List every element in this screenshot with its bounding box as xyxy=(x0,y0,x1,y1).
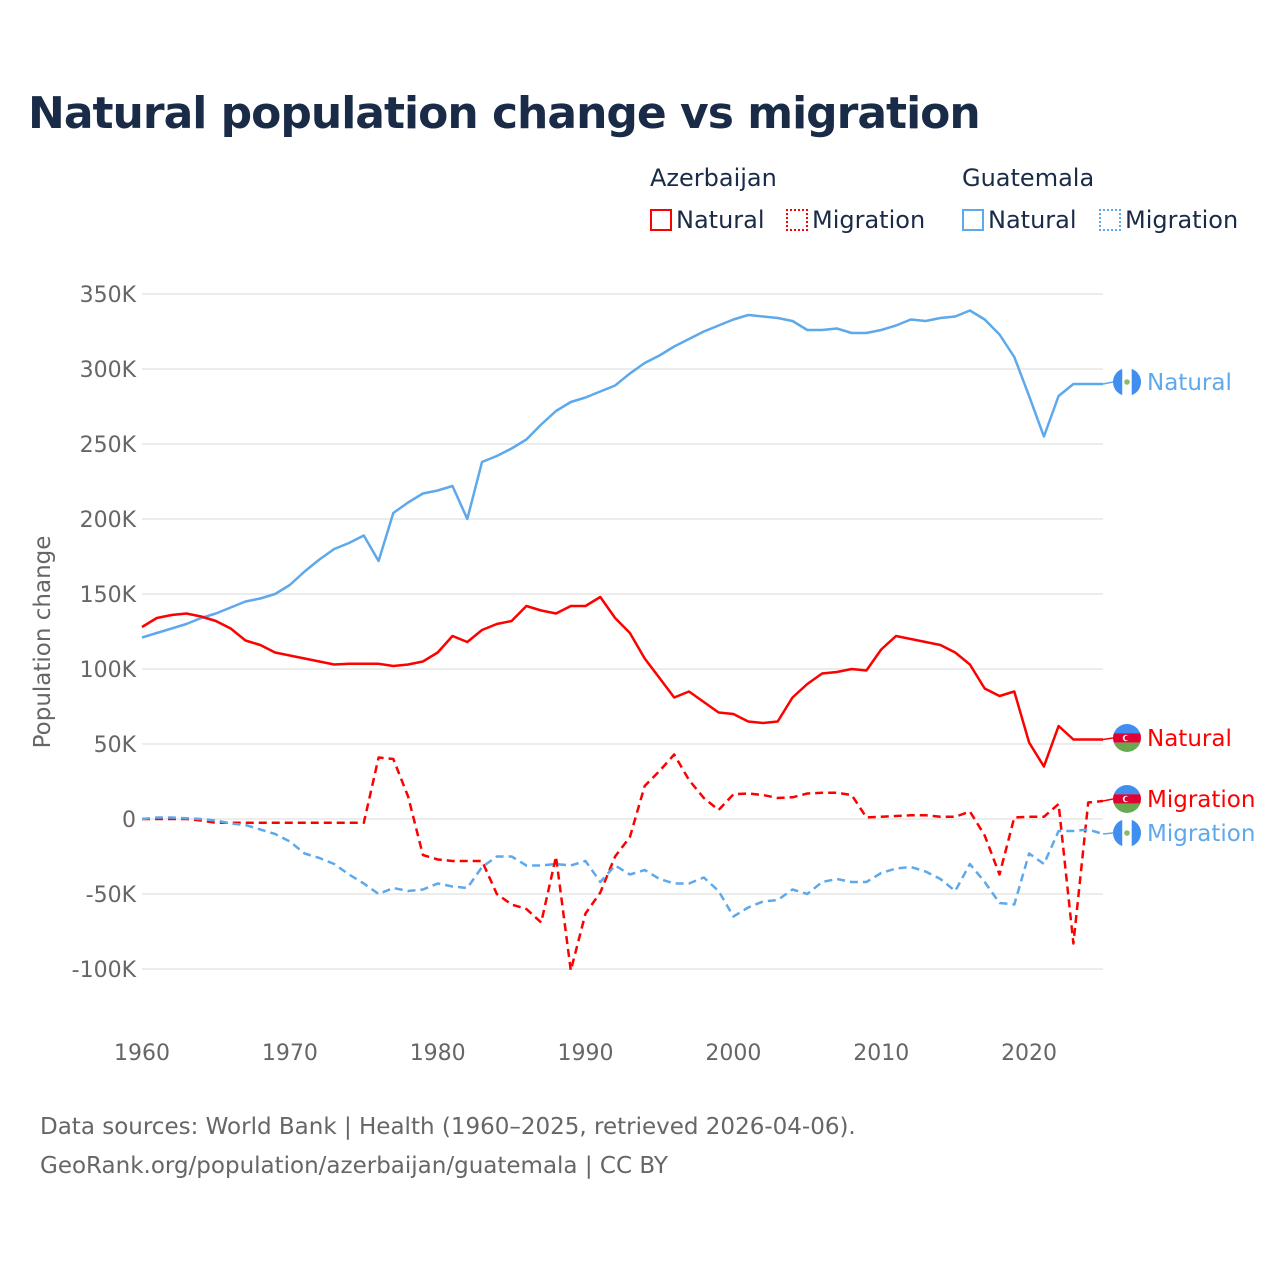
azerbaijan-flag-icon xyxy=(1113,724,1141,752)
y-tick-label: 150K xyxy=(80,583,137,608)
legend-swatch-dotted xyxy=(1099,209,1121,231)
guatemala-flag-icon xyxy=(1113,819,1141,847)
footer: Data sources: World Bank | Health (1960–… xyxy=(40,1108,856,1186)
y-tick-label: 200K xyxy=(80,508,137,533)
end-connector xyxy=(1102,798,1114,802)
legend-swatch-solid xyxy=(962,209,984,231)
source-link[interactable]: GeoRank.org/population/azerbaijan/guatem… xyxy=(40,1153,668,1179)
x-tick-label: 2010 xyxy=(853,1041,909,1066)
end-label: Migration xyxy=(1147,787,1255,813)
y-tick-label: -100K xyxy=(72,958,137,983)
x-tick-label: 1970 xyxy=(262,1041,318,1066)
y-tick-label: 300K xyxy=(80,358,137,383)
end-connector xyxy=(1102,832,1114,835)
azerbaijan-flag-icon xyxy=(1113,785,1141,813)
y-axis-label: Population change xyxy=(30,536,56,749)
legend-group-azerbaijan: Azerbaijan xyxy=(650,164,777,192)
end-label: Migration xyxy=(1147,821,1255,847)
series-line-azerbaijan-migration xyxy=(142,753,1104,972)
y-tick-label: 250K xyxy=(80,433,137,458)
y-tick-label: 0 xyxy=(122,808,136,833)
legend-label: Migration xyxy=(812,206,926,234)
series-line-azerbaijan-natural xyxy=(141,595,1103,768)
x-tick-label: 2020 xyxy=(1001,1041,1057,1066)
legend-label: Natural xyxy=(676,206,765,234)
y-tick-label: -50K xyxy=(86,883,137,908)
chart-title: Natural population change vs migration xyxy=(28,88,981,139)
legend-item-guatemala-migration[interactable]: Migration xyxy=(1099,206,1238,234)
end-connector xyxy=(1102,737,1114,741)
legend-group-guatemala: Guatemala xyxy=(962,164,1095,192)
legend-item-guatemala-natural[interactable]: Natural xyxy=(962,206,1077,234)
data-sources: Data sources: World Bank | Health (1960–… xyxy=(40,1114,856,1140)
y-tick-label: 50K xyxy=(94,733,137,758)
y-tick-label: 100K xyxy=(80,658,137,683)
legend-label: Natural xyxy=(988,206,1077,234)
x-tick-label: 1990 xyxy=(558,1041,614,1066)
end-label: Natural xyxy=(1147,370,1232,396)
legend-item-azerbaijan-natural[interactable]: Natural xyxy=(650,206,765,234)
series-line-guatemala-natural xyxy=(141,309,1103,639)
x-tick-label: 1980 xyxy=(410,1041,466,1066)
x-tick-label: 1960 xyxy=(114,1041,170,1066)
series-line-guatemala-migration xyxy=(141,816,1104,918)
legend-item-azerbaijan-migration[interactable]: Migration xyxy=(786,206,925,234)
legend-label: Migration xyxy=(1125,206,1239,234)
end-label: Natural xyxy=(1147,726,1232,752)
y-tick-label: 350K xyxy=(80,283,137,308)
end-connector xyxy=(1102,381,1114,385)
x-tick-label: 2000 xyxy=(705,1041,761,1066)
guatemala-flag-icon xyxy=(1113,368,1141,396)
legend-swatch-dotted xyxy=(786,209,808,231)
legend-swatch-solid xyxy=(650,209,672,231)
